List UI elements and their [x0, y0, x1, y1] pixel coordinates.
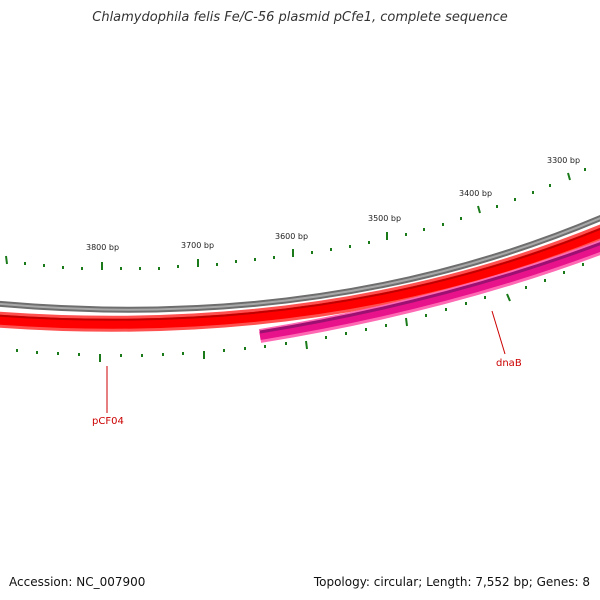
accession-text: Accession: NC_007900 — [9, 575, 146, 589]
outer-tick-ring — [5, 168, 586, 270]
dnab-leader-line — [491, 310, 506, 355]
map-title: Chlamydophila felis Fe/C-56 plasmid pCfe… — [92, 10, 508, 25]
tick-label-3600: 3600 bp — [275, 232, 308, 241]
tick-label-3400: 3400 bp — [459, 189, 492, 198]
inner-tick-ring — [16, 263, 584, 362]
tick-label-3800: 3800 bp — [86, 243, 119, 252]
tick-label-3300: 3300 bp — [547, 156, 580, 165]
tick-label-3700: 3700 bp — [181, 241, 214, 250]
tick-label-3500: 3500 bp — [368, 214, 401, 223]
gene-label-dnab[interactable]: dnaB — [496, 358, 522, 369]
topology-text: Topology: circular; Length: 7,552 bp; Ge… — [313, 575, 590, 589]
gene-label-pcf04[interactable]: pCF04 — [92, 416, 124, 427]
